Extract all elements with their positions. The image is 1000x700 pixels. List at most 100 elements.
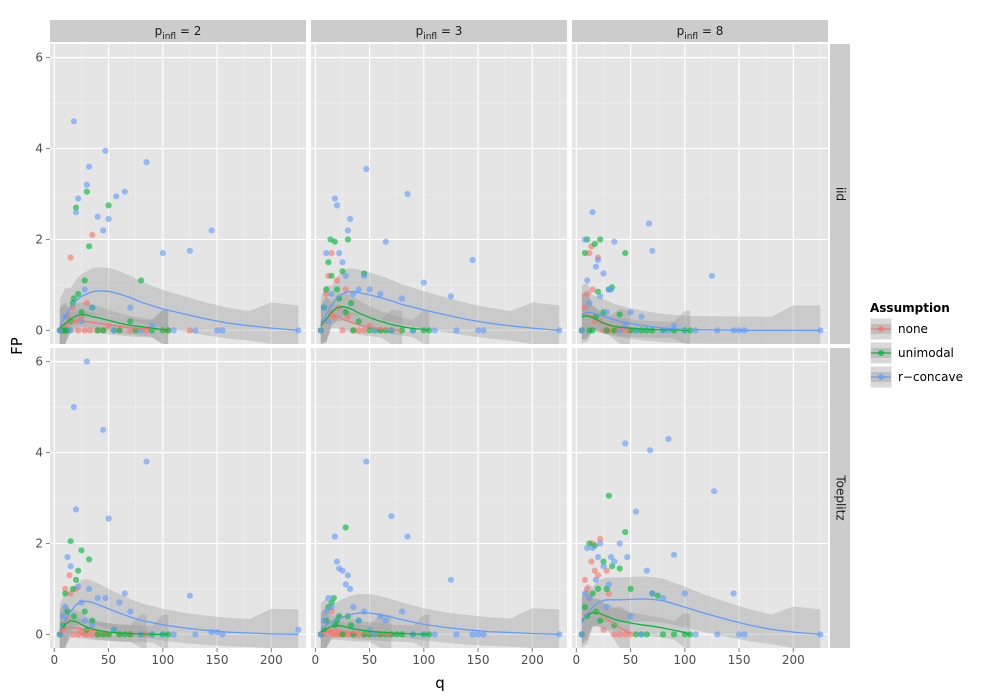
data-point-none [89,631,96,638]
data-point-none [589,286,596,293]
data-point-unimodal [70,613,77,620]
data-point-r-concave [643,567,650,574]
data-point-r-concave [627,309,634,316]
strip-label-subscript: infl [684,32,698,42]
data-point-unimodal [67,538,74,545]
panel-iid-col2 [311,44,567,344]
data-point-unimodal [350,327,357,334]
data-point-r-concave [143,159,150,166]
legend-key-point [878,374,884,380]
data-point-r-concave [453,631,460,638]
smooth-line-unimodal [59,620,169,636]
data-point-none [186,327,193,334]
legend-title: Assumption [870,301,950,315]
data-point-r-concave [127,608,134,615]
x-tick-label: 100 [412,653,435,667]
y-tick-label: 4 [35,446,43,460]
data-point-r-concave [608,286,615,293]
panel-toeplitz-col3 [572,348,828,648]
data-point-r-concave [741,631,748,638]
data-point-r-concave [100,227,107,234]
data-point-none [87,327,94,334]
smooth-line-unimodal [581,611,691,636]
data-point-none [342,286,349,293]
column-strip-3: pinfl = 8 [572,20,828,42]
strip-background [311,20,567,42]
y-tick-label: 6 [35,355,43,369]
legend-entry-2: unimodal [869,341,954,365]
data-point-unimodal [616,565,623,572]
data-point-r-concave [404,533,411,540]
data-point-unimodal [78,309,85,316]
data-point-r-concave [632,508,640,515]
column-strip-2: pinfl = 3 [311,20,567,42]
x-tick-label: 50 [101,653,116,667]
data-point-none [83,631,90,638]
data-point-r-concave [81,286,88,293]
data-point-r-concave [377,290,384,298]
data-point-unimodal [81,277,88,284]
data-point-r-concave [600,270,607,277]
smooth-line-none [320,315,403,332]
panel-iid-col3 [572,44,828,344]
data-point-r-concave [350,604,357,611]
data-point-none [616,631,623,638]
data-point-r-concave [361,608,368,615]
data-point-r-concave [72,209,80,216]
data-point-unimodal [348,622,355,629]
data-point-unimodal [339,268,346,275]
data-point-none [586,250,593,257]
data-point-r-concave [56,631,63,638]
smooth-line-unimodal [59,313,169,332]
data-point-r-concave [86,585,93,593]
data-point-r-concave [382,617,389,624]
data-point-none [611,631,618,638]
data-point-r-concave [323,608,330,615]
strip-label-prefix: p [677,24,685,38]
x-tick-label: 100 [151,653,174,667]
data-point-unimodal [597,617,604,624]
data-point-unimodal [72,576,80,583]
data-point-r-concave [214,629,221,636]
data-point-r-concave [75,583,82,590]
data-point-r-concave [622,440,629,447]
data-point-unimodal [127,631,134,638]
data-point-r-concave [89,304,96,311]
data-point-r-concave [420,279,427,286]
confidence-band-none [59,304,169,344]
data-point-unimodal [654,592,661,599]
data-point-unimodal [589,327,596,334]
data-point-none [69,631,76,638]
data-point-r-concave [592,576,600,583]
data-point-r-concave [110,327,118,334]
data-point-unimodal [609,563,616,570]
data-point-r-concave [366,286,373,293]
data-point-unimodal [328,272,335,279]
smooth-line-unimodal [320,306,430,332]
data-point-r-concave [186,247,193,254]
y-tick-label: 0 [35,323,43,337]
confidence-band-r-concave [320,594,560,648]
data-point-r-concave [594,256,602,263]
x-tick-label: 0 [573,653,581,667]
data-point-unimodal [70,295,77,302]
data-point-r-concave [584,544,591,552]
legend-entry-3: r−concave [869,365,963,389]
data-point-r-concave [638,313,645,320]
data-point-r-concave [75,195,82,202]
data-point-r-concave [86,163,93,170]
data-point-r-concave [594,554,602,561]
x-tick-label: 150 [728,653,751,667]
strip-label: pinfl = 3 [416,24,463,42]
strip-label-prefix: p [155,24,163,38]
data-point-unimodal [81,608,88,615]
data-point-unimodal [366,327,373,334]
strip-label: Toeplitz [834,474,848,520]
strip-label-suffix: = 3 [437,24,462,38]
panel-iid-col1 [50,44,306,344]
data-point-unimodal [687,327,694,334]
data-point-unimodal [336,295,343,302]
data-point-r-concave [597,540,604,547]
data-point-unimodal [100,631,107,638]
data-point-r-concave [344,227,351,234]
